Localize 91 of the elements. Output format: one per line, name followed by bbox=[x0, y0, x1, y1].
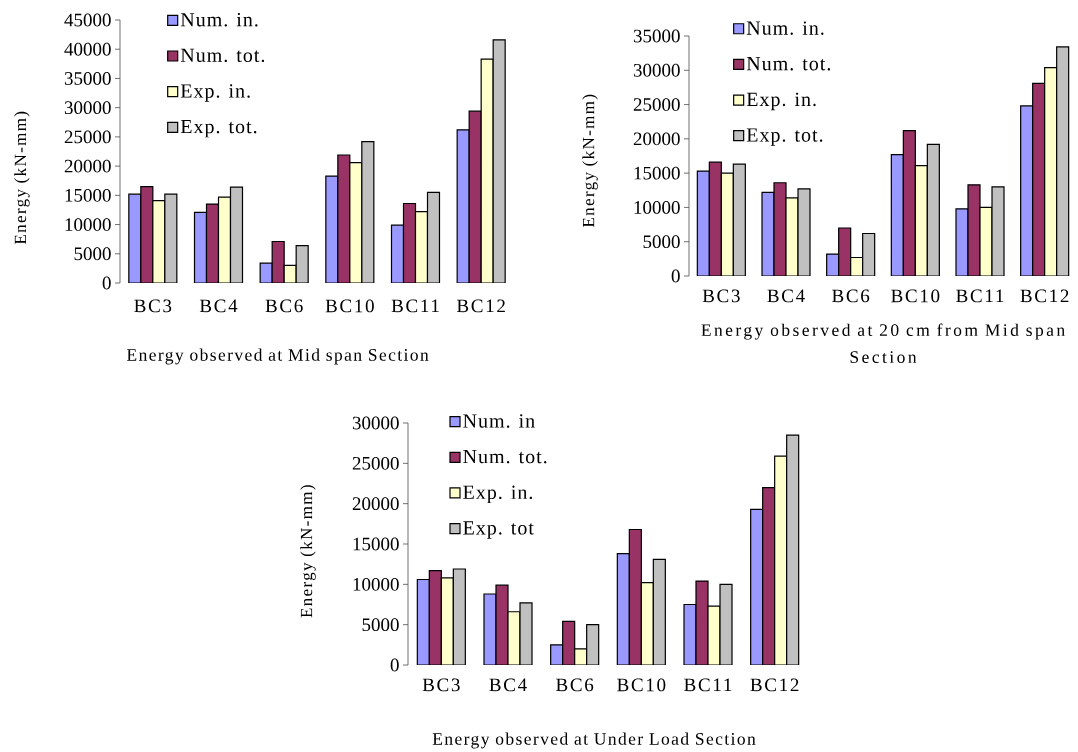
bar bbox=[890, 154, 904, 276]
y-tick-label: 10000 bbox=[353, 577, 399, 591]
bar bbox=[708, 161, 722, 276]
bar bbox=[628, 528, 642, 665]
y-tick-label: 15000 bbox=[634, 166, 680, 180]
y-tick-label: 20000 bbox=[352, 497, 399, 511]
x-tick-label: BC6 bbox=[265, 299, 303, 313]
y-tick-label: 30000 bbox=[64, 101, 111, 115]
x-axis-title: Energy observed at Under Load Section bbox=[432, 732, 756, 749]
y-tick-label: 15000 bbox=[353, 537, 399, 551]
bar bbox=[762, 486, 776, 665]
x-tick-label: BC10 bbox=[325, 299, 374, 313]
legend-label: Exp. in. bbox=[463, 485, 533, 504]
y-axis-title: Energy (kN-mm) bbox=[582, 94, 598, 228]
x-tick-label: BC3 bbox=[702, 289, 740, 303]
x-tick-label: BC4 bbox=[767, 289, 805, 303]
y-tick-label: 5000 bbox=[643, 235, 680, 249]
x-tick-label: BC10 bbox=[891, 289, 940, 303]
legend-label: Exp. in. bbox=[180, 84, 250, 102]
x-tick-label: BC6 bbox=[832, 289, 870, 303]
bar bbox=[402, 202, 417, 283]
x-tick-label: BC3 bbox=[422, 678, 460, 692]
y-tick-label: 15000 bbox=[65, 188, 111, 202]
y-tick-label: 25000 bbox=[352, 456, 399, 470]
x-tick-label: BC12 bbox=[1020, 289, 1069, 303]
y-axis-title: Energy (kN-mm) bbox=[300, 485, 316, 618]
y-tick-label: 5000 bbox=[74, 247, 111, 261]
x-tick-label: BC3 bbox=[134, 299, 172, 313]
bar bbox=[140, 185, 154, 283]
y-tick-label: 5000 bbox=[362, 618, 399, 632]
bar bbox=[349, 162, 363, 283]
y-tick-label: 0 bbox=[390, 658, 399, 672]
bar bbox=[468, 110, 482, 283]
y-tick-label: 35000 bbox=[633, 29, 680, 43]
y-tick-label: 25000 bbox=[633, 98, 680, 111]
bar bbox=[720, 172, 734, 276]
y-tick-label: 10000 bbox=[634, 201, 680, 214]
bar bbox=[152, 199, 166, 283]
legend-label: Num. in. bbox=[180, 12, 258, 27]
bar bbox=[616, 553, 630, 665]
bar bbox=[217, 196, 232, 283]
y-tick-label: 25000 bbox=[64, 130, 111, 144]
x-axis-title: Energy observed at 20 cm from Mid span Section bbox=[701, 323, 1065, 364]
bar bbox=[480, 58, 494, 283]
x-tick-label: BC12 bbox=[456, 299, 505, 313]
legend-label: Exp. in. bbox=[746, 92, 816, 111]
bar bbox=[750, 508, 764, 665]
bar bbox=[453, 569, 466, 665]
legend-label: Exp. tot bbox=[463, 521, 534, 539]
bar bbox=[1032, 82, 1046, 276]
x-tick-label: BC6 bbox=[556, 678, 594, 692]
bar bbox=[417, 579, 430, 665]
bar bbox=[914, 164, 928, 276]
y-axis-title: Energy (kN-mm) bbox=[14, 111, 30, 245]
bar bbox=[696, 170, 710, 276]
bar bbox=[1044, 66, 1058, 276]
legend-label: Num. in. bbox=[746, 21, 824, 35]
y-tick-label: 20000 bbox=[633, 132, 680, 146]
bar bbox=[652, 558, 666, 665]
x-tick-label: BC4 bbox=[489, 678, 527, 692]
bar bbox=[902, 130, 916, 276]
bar bbox=[414, 211, 429, 283]
y-tick-label: 10000 bbox=[65, 218, 111, 231]
legend-label: Num. in bbox=[463, 414, 535, 428]
legend-label: Exp. tot. bbox=[180, 120, 257, 138]
x-tick-label: BC4 bbox=[199, 299, 238, 313]
y-tick-label: 0 bbox=[102, 276, 111, 290]
y-tick-label: 30000 bbox=[633, 63, 680, 77]
y-tick-label: 20000 bbox=[64, 159, 111, 173]
y-tick-label: 35000 bbox=[64, 72, 111, 85]
bar bbox=[337, 154, 351, 283]
x-tick-label: BC11 bbox=[956, 289, 1004, 303]
y-tick-label: 40000 bbox=[64, 42, 111, 56]
x-axis-title: Energy observed at Mid span Section bbox=[126, 348, 429, 365]
legend-label: Num. tot. bbox=[463, 450, 547, 464]
x-tick-label: BC11 bbox=[684, 678, 732, 692]
bar bbox=[1020, 105, 1034, 276]
bar bbox=[774, 455, 788, 665]
bar bbox=[732, 163, 746, 276]
x-tick-label: BC12 bbox=[750, 678, 799, 692]
y-tick-label: 30000 bbox=[352, 416, 399, 430]
bar bbox=[926, 143, 940, 276]
bar bbox=[640, 582, 654, 665]
y-tick-label: 0 bbox=[671, 269, 680, 283]
y-tick-label: 45000 bbox=[64, 13, 111, 27]
legend-label: Exp. tot. bbox=[746, 128, 823, 146]
legend-label: Num. tot. bbox=[746, 57, 831, 71]
x-tick-label: BC10 bbox=[617, 678, 666, 692]
bar bbox=[429, 570, 442, 665]
x-tick-label: BC11 bbox=[391, 299, 439, 313]
legend-label: Num. tot. bbox=[180, 48, 265, 63]
